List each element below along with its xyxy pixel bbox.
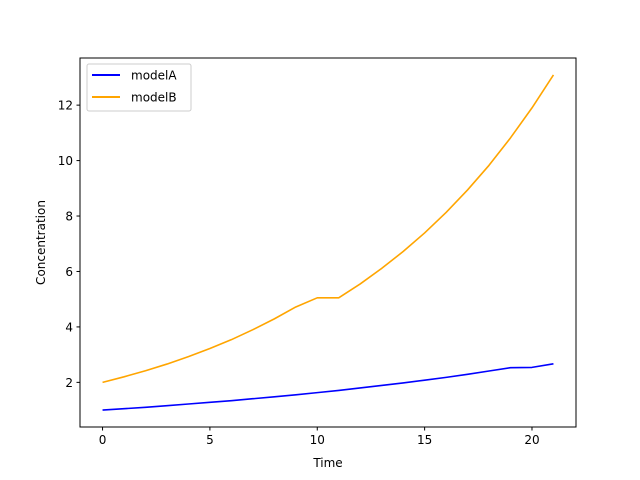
y-axis-label: Concentration: [34, 200, 48, 285]
x-tick-label: 5: [206, 433, 214, 447]
legend-label-modelA: modelA: [131, 69, 177, 83]
legend: modelA modelB: [86, 63, 192, 112]
x-axis-ticks: 0 5 10 15 20: [99, 427, 540, 447]
y-tick-label: 10: [58, 154, 73, 168]
x-axis-label: Time: [312, 456, 342, 470]
series-line-modelB: [102, 74, 555, 384]
y-tick-label: 2: [65, 376, 73, 390]
x-tick-label: 15: [417, 433, 432, 447]
series-line-modelA: [102, 363, 554, 411]
x-tick-label: 0: [99, 433, 107, 447]
plot-frame: [79, 57, 577, 428]
y-tick-label: 12: [58, 99, 73, 113]
x-tick-label: 20: [524, 433, 539, 447]
y-tick-label: 4: [65, 320, 73, 334]
legend-label-modelB: modelB: [131, 91, 177, 105]
y-tick-label: 8: [65, 210, 73, 224]
x-tick-label: 10: [310, 433, 325, 447]
y-tick-label: 6: [65, 265, 73, 279]
series-layer: [102, 74, 555, 411]
y-axis-ticks: 2 4 6 8 10 12: [58, 99, 80, 390]
